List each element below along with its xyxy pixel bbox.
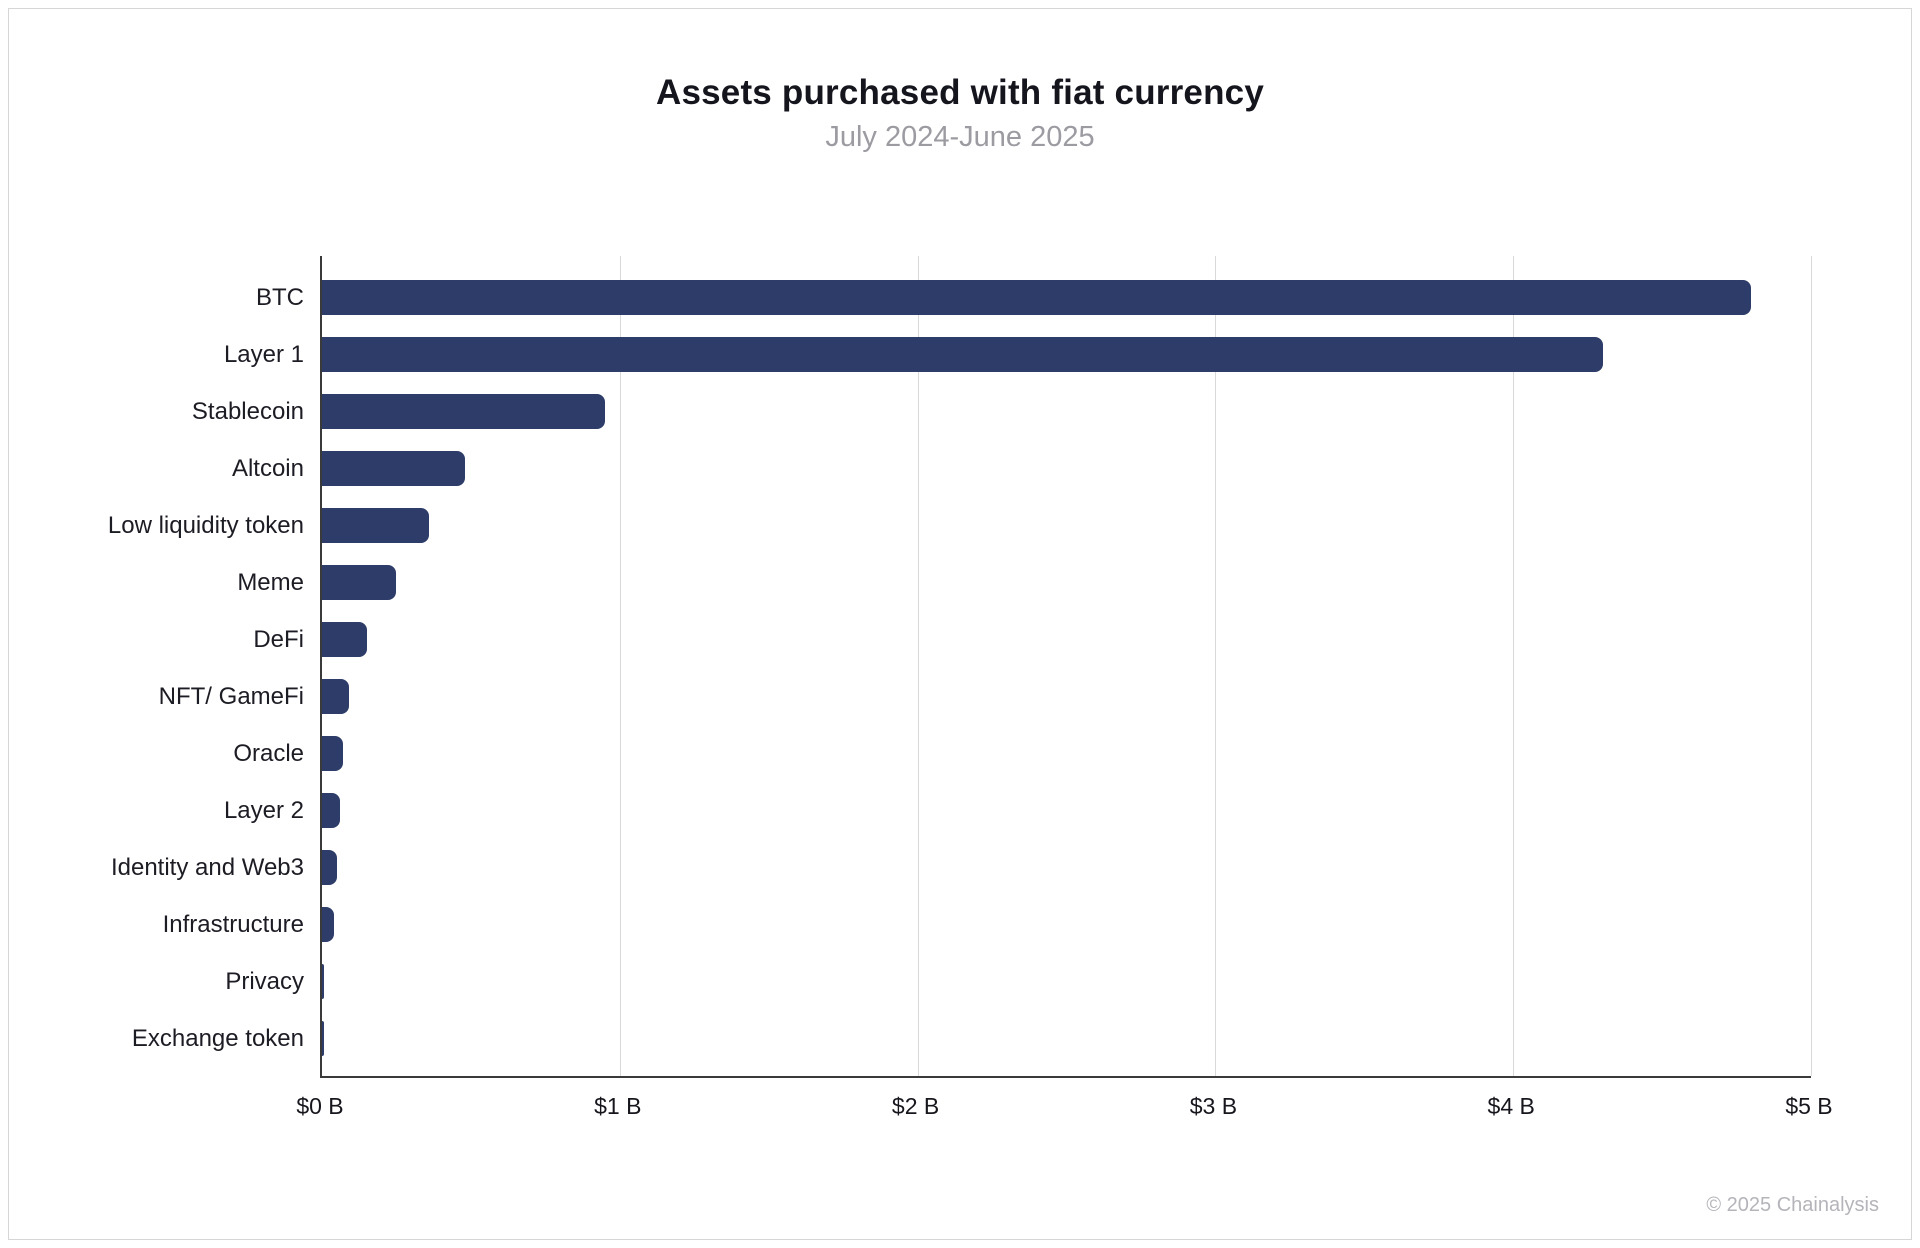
bar-row-privacy (322, 953, 1811, 1010)
bar-rows (322, 256, 1811, 1076)
bar-layer-1 (322, 337, 1603, 372)
bar-infrastructure (322, 907, 334, 942)
gridline-2b (917, 256, 919, 1076)
bar-row-nft-gamefi (322, 668, 1811, 725)
category-label-meme: Meme (237, 569, 304, 596)
bar-row-altcoin (322, 440, 1811, 497)
gridline-1b (619, 256, 621, 1076)
bar-meme (322, 565, 397, 600)
bar-nft-gamefi (322, 679, 349, 714)
category-axis: BTC Layer 1 Stablecoin Altcoin Low liquidity… (9, 256, 304, 1089)
bar-row-identity-and-web3 (322, 839, 1811, 896)
bar-row-layer-2 (322, 782, 1811, 839)
bar-row-meme (322, 554, 1811, 611)
bar-oracle (322, 736, 343, 771)
plot-area (320, 256, 1812, 1078)
bar-row-defi (322, 611, 1811, 668)
category-label-defi: DeFi (253, 626, 304, 653)
category-label-exchange-token: Exchange token (131, 1025, 304, 1052)
chart-title: Assets purchased with fiat currency (655, 73, 1265, 112)
bar-layer-2 (322, 793, 340, 828)
chart-subtitle: July 2024-June 2025 (825, 121, 1095, 153)
bar-row-exchange-token (322, 1010, 1811, 1067)
category-label-btc: BTC (256, 284, 304, 311)
gridline-3b (1215, 256, 1217, 1076)
gridline-5b (1811, 256, 1812, 1076)
x-tick-label-4: $4 B (1487, 1093, 1535, 1119)
bar-row-stablecoin (322, 383, 1811, 440)
category-label-infrastructure: Infrastructure (162, 911, 304, 938)
x-tick-label-1: $1 B (594, 1093, 642, 1119)
bar-row-oracle (322, 725, 1811, 782)
x-tick-label-2: $2 B (891, 1093, 940, 1119)
value-axis: $0 B $1 B $2 B $3 B $4 B $5 B (296, 1093, 1832, 1133)
bar-privacy (322, 964, 324, 999)
bar-exchange-token (322, 1021, 324, 1056)
category-label-layer-1: Layer 1 (223, 341, 304, 368)
bar-altcoin (322, 451, 465, 486)
category-label-nft-gamefi: NFT/ GameFi (158, 683, 304, 710)
gridline-4b (1513, 256, 1515, 1076)
bar-row-infrastructure (322, 896, 1811, 953)
category-label-oracle: Oracle (233, 740, 304, 767)
bar-row-layer-1 (322, 326, 1811, 383)
chart-card: Assets purchased with fiat currency July… (8, 8, 1912, 1240)
category-label-identity-and-web3: Identity and Web3 (110, 854, 304, 881)
category-label-stablecoin: Stablecoin (191, 398, 304, 425)
x-tick-label-0: $0 B (296, 1093, 344, 1119)
bar-row-low-liquidity-token (322, 497, 1811, 554)
category-label-altcoin: Altcoin (231, 455, 304, 482)
category-label-privacy: Privacy (225, 968, 304, 995)
x-tick-label-3: $3 B (1189, 1093, 1238, 1119)
category-label-low-liquidity-token: Low liquidity token (107, 512, 304, 539)
bar-defi (322, 622, 367, 657)
copyright-text: © 2025 Chainalysis (1706, 1194, 1879, 1216)
category-label-layer-2: Layer 2 (223, 797, 304, 824)
bar-stablecoin (322, 394, 605, 429)
bar-btc (322, 280, 1752, 315)
x-tick-label-5: $5 B (1785, 1093, 1833, 1119)
bar-row-btc (322, 269, 1811, 326)
bar-low-liquidity-token (322, 508, 430, 543)
bar-identity-and-web3 (322, 850, 337, 885)
